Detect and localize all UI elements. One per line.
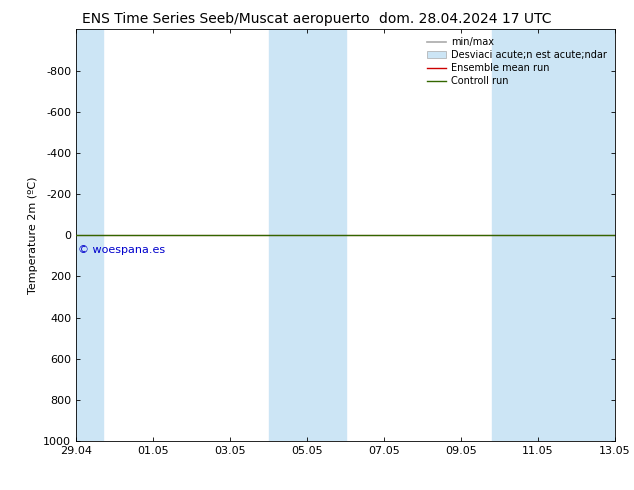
Bar <box>303 29 346 441</box>
Text: dom. 28.04.2024 17 UTC: dom. 28.04.2024 17 UTC <box>379 12 552 26</box>
Bar <box>269 29 303 441</box>
Bar <box>492 29 615 441</box>
Bar <box>76 29 103 441</box>
Y-axis label: Temperature 2m (ºC): Temperature 2m (ºC) <box>28 176 37 294</box>
Legend: min/max, Desviaci acute;n est acute;ndar, Ensemble mean run, Controll run: min/max, Desviaci acute;n est acute;ndar… <box>424 34 610 89</box>
Text: ENS Time Series Seeb/Muscat aeropuerto: ENS Time Series Seeb/Muscat aeropuerto <box>82 12 370 26</box>
Text: © woespana.es: © woespana.es <box>78 245 165 255</box>
